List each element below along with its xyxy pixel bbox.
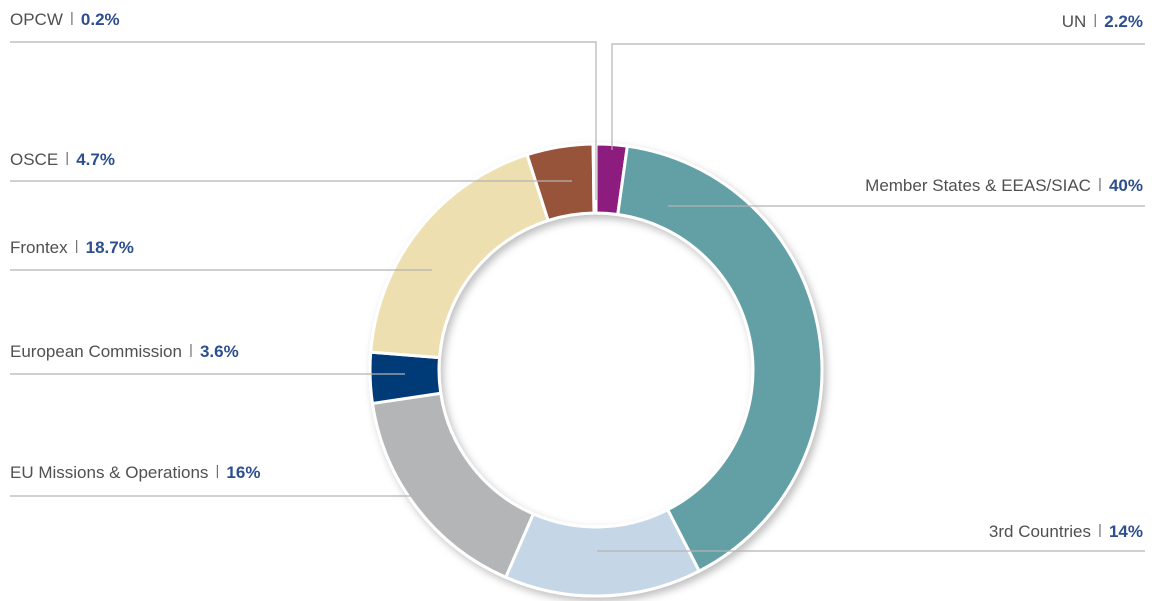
label-value: 16% (226, 463, 260, 482)
donut-segment (370, 391, 536, 580)
label-value: 40% (1109, 176, 1143, 195)
label-value: 0.2% (81, 10, 120, 29)
label-name: Frontex (10, 238, 68, 257)
label-value: 2.2% (1104, 12, 1143, 31)
label-name: OSCE (10, 150, 58, 169)
label-value: 18.7% (86, 238, 134, 257)
label-value: 14% (1109, 522, 1143, 541)
donut-segment (503, 507, 702, 598)
donut-segment (369, 152, 551, 360)
leader-line (611, 43, 1145, 150)
label-name: EU Missions & Operations (10, 463, 208, 482)
label-value: 4.7% (76, 150, 115, 169)
donut-segment (368, 350, 443, 406)
leader-line (10, 41, 597, 200)
label-value: 3.6% (200, 342, 239, 361)
label-name: Member States & EEAS/SIAC (865, 176, 1091, 195)
label-name: OPCW (10, 10, 63, 29)
labels: 2.2% UN 40% Member States & EEAS/SIAC 14% 3rd… (10, 10, 1145, 552)
label-name: European Commission (10, 342, 182, 361)
label-name: 3rd Countries (989, 522, 1091, 541)
donut-segment (616, 144, 824, 574)
donut (368, 142, 824, 598)
donut-segment (591, 142, 598, 215)
label-name: UN (1062, 12, 1087, 31)
